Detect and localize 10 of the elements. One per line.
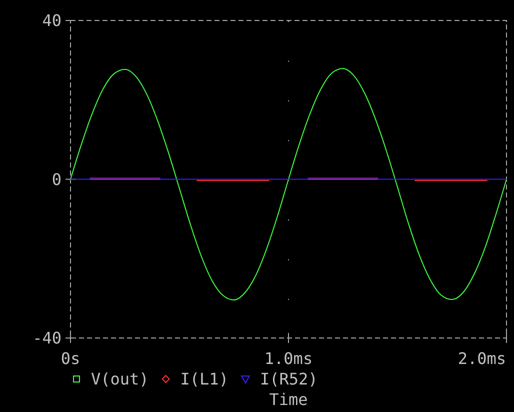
x-tick-label: 1.0ms bbox=[264, 349, 313, 368]
legend-label: V(out) bbox=[91, 370, 149, 388]
y-tick-label: 40 bbox=[42, 11, 62, 30]
line-series bbox=[70, 68, 507, 300]
y-tick-label: 0 bbox=[52, 170, 62, 189]
x-tick-label: 0s bbox=[60, 349, 80, 368]
y-tick-label: -40 bbox=[32, 328, 62, 348]
legend-label: I(R52) bbox=[260, 370, 318, 388]
x-tick-label: 2.0ms bbox=[458, 349, 506, 368]
x-axis-title: Time bbox=[269, 390, 308, 409]
